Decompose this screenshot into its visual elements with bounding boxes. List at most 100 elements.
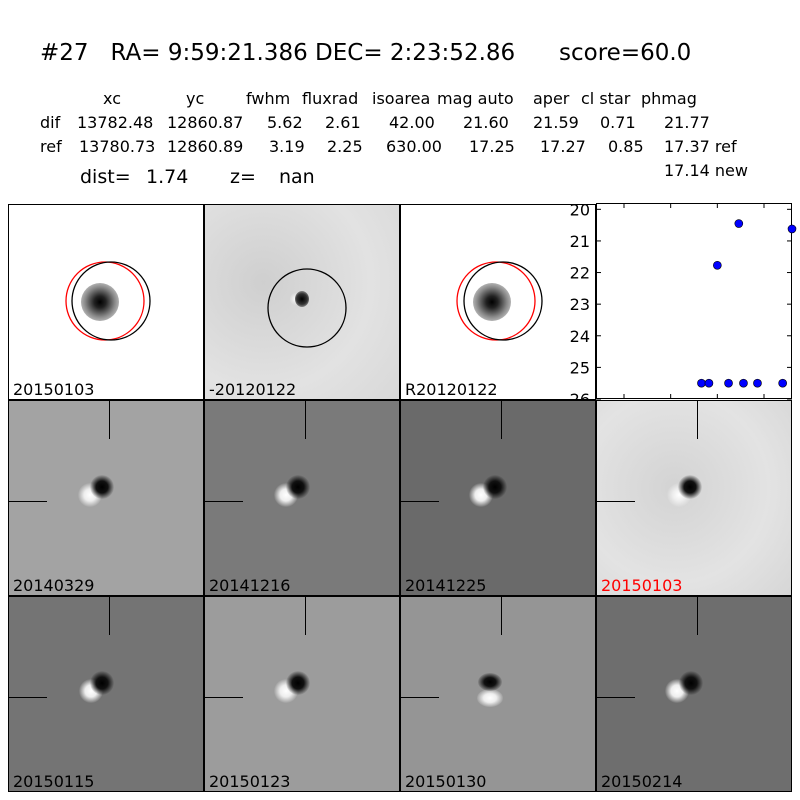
dif-phmag: 21.77 bbox=[664, 113, 710, 132]
ref-fwhm: 3.19 bbox=[269, 137, 305, 156]
crosshair-horizontal bbox=[9, 501, 47, 502]
crosshair-vertical bbox=[697, 597, 698, 635]
difference-stamp: 20141225 bbox=[400, 400, 596, 596]
crosshair-horizontal bbox=[597, 501, 635, 502]
stamp-caption: R20120122 bbox=[405, 380, 498, 399]
aperture-circles bbox=[456, 261, 543, 341]
plot-frame bbox=[596, 203, 792, 399]
crosshair-vertical bbox=[305, 401, 306, 439]
residual-dark bbox=[286, 671, 310, 695]
z-value: nan bbox=[279, 166, 315, 188]
residual-dark bbox=[89, 671, 114, 695]
y-tick-label: 23 bbox=[570, 295, 590, 314]
stamp-caption: 20150123 bbox=[209, 772, 291, 791]
ref-cl-star: 0.85 bbox=[608, 137, 644, 156]
residual-dark bbox=[478, 673, 502, 691]
col-cl-star: cl star bbox=[581, 89, 631, 108]
stamp-reference-image: R20120122 bbox=[400, 204, 596, 400]
data-point bbox=[787, 224, 797, 234]
residual-dark bbox=[90, 475, 114, 499]
candidate-title: #27 RA= 9:59:21.386 DEC= 2:23:52.86 scor… bbox=[40, 40, 692, 66]
ref-phmag: 17.37 ref bbox=[664, 137, 737, 156]
col-fluxrad: fluxrad bbox=[302, 89, 359, 108]
crosshair-vertical bbox=[305, 597, 306, 635]
data-point bbox=[697, 378, 706, 388]
crosshair-vertical bbox=[501, 401, 502, 439]
y-tick-label: 24 bbox=[570, 327, 590, 346]
difference-stamp: 20150103 bbox=[596, 400, 792, 596]
ref-xc: 13780.73 bbox=[79, 137, 156, 156]
crosshair-horizontal bbox=[9, 697, 47, 698]
detection-circle bbox=[463, 261, 543, 341]
data-point bbox=[713, 260, 722, 270]
dist-value: 1.74 bbox=[146, 166, 189, 188]
data-point bbox=[734, 219, 744, 228]
col-fwhm: fwhm bbox=[246, 89, 291, 108]
difference-stamp: 20140329 bbox=[8, 400, 204, 596]
residual-dark bbox=[677, 475, 702, 499]
y-tick-label: 20 bbox=[570, 200, 590, 219]
col-xc: xc bbox=[103, 89, 121, 108]
crosshair-horizontal bbox=[401, 697, 439, 698]
crosshair-horizontal bbox=[205, 501, 243, 502]
stamp-new-image: 20150103 bbox=[8, 204, 204, 400]
aperture-circles bbox=[65, 261, 151, 341]
stamp-caption: 20150115 bbox=[13, 772, 95, 791]
stamp-caption: 20140329 bbox=[13, 576, 95, 595]
data-point bbox=[739, 378, 748, 388]
residual-dark bbox=[295, 291, 309, 307]
dif-isoarea: 42.00 bbox=[389, 113, 435, 132]
z-label: z= bbox=[230, 166, 256, 188]
residual-dark bbox=[286, 475, 310, 499]
ref-fluxrad: 2.25 bbox=[327, 137, 363, 156]
reference-circle bbox=[456, 261, 536, 341]
stamp-caption: -20120122 bbox=[209, 380, 297, 399]
data-point bbox=[753, 378, 762, 388]
difference-stamp: 20150115 bbox=[8, 596, 204, 792]
stamp-caption: 20150103 bbox=[601, 576, 683, 595]
y-tick-label: 21 bbox=[570, 232, 590, 251]
crosshair-vertical bbox=[501, 597, 502, 635]
residual-dark bbox=[483, 475, 507, 499]
crosshair-horizontal bbox=[401, 501, 439, 502]
crosshair-horizontal bbox=[205, 697, 243, 698]
reference-circle bbox=[65, 261, 145, 341]
dif-yc: 12860.87 bbox=[167, 113, 244, 132]
row-ref-label: ref bbox=[40, 137, 62, 156]
difference-stamp: 20150123 bbox=[204, 596, 400, 792]
y-tick-label: 22 bbox=[570, 264, 590, 283]
col-isoarea: isoarea bbox=[372, 89, 431, 108]
light-curve-chart: 20212223242526−100−50050 bbox=[570, 200, 797, 422]
detection-circle bbox=[267, 268, 347, 348]
col-mag-auto: mag auto bbox=[437, 89, 514, 108]
difference-stamp: 20150214 bbox=[596, 596, 792, 792]
ref-yc: 12860.89 bbox=[167, 137, 244, 156]
col-aper: aper bbox=[533, 89, 570, 108]
data-point bbox=[724, 378, 733, 388]
data-point bbox=[778, 378, 787, 388]
dist-label: dist= bbox=[80, 166, 131, 188]
crosshair-vertical bbox=[109, 597, 110, 635]
stamp-caption: 20150130 bbox=[405, 772, 487, 791]
stamp-caption: 20141216 bbox=[209, 576, 291, 595]
crosshair-horizontal bbox=[597, 697, 635, 698]
ref-aper: 17.27 bbox=[540, 137, 586, 156]
residual-dark bbox=[679, 671, 703, 695]
dif-mag-auto: 21.60 bbox=[463, 113, 509, 132]
dif-cl-star: 0.71 bbox=[600, 113, 636, 132]
new-phmag: 17.14 new bbox=[664, 161, 748, 180]
star-blob bbox=[473, 283, 511, 321]
detection-circle bbox=[71, 261, 151, 341]
crosshair-vertical bbox=[697, 401, 698, 439]
stamp-difference-image: -20120122 bbox=[204, 204, 400, 400]
row-dif-label: dif bbox=[40, 113, 61, 132]
crosshair-vertical bbox=[109, 401, 110, 439]
stamp-caption: 20150214 bbox=[601, 772, 683, 791]
dif-fwhm: 5.62 bbox=[267, 113, 303, 132]
stamp-caption: 20150103 bbox=[13, 380, 95, 399]
ref-mag-auto: 17.25 bbox=[469, 137, 515, 156]
data-point bbox=[704, 378, 714, 388]
stamp-caption: 20141225 bbox=[405, 576, 487, 595]
difference-stamp: 20150130 bbox=[400, 596, 596, 792]
star-blob bbox=[81, 283, 119, 321]
